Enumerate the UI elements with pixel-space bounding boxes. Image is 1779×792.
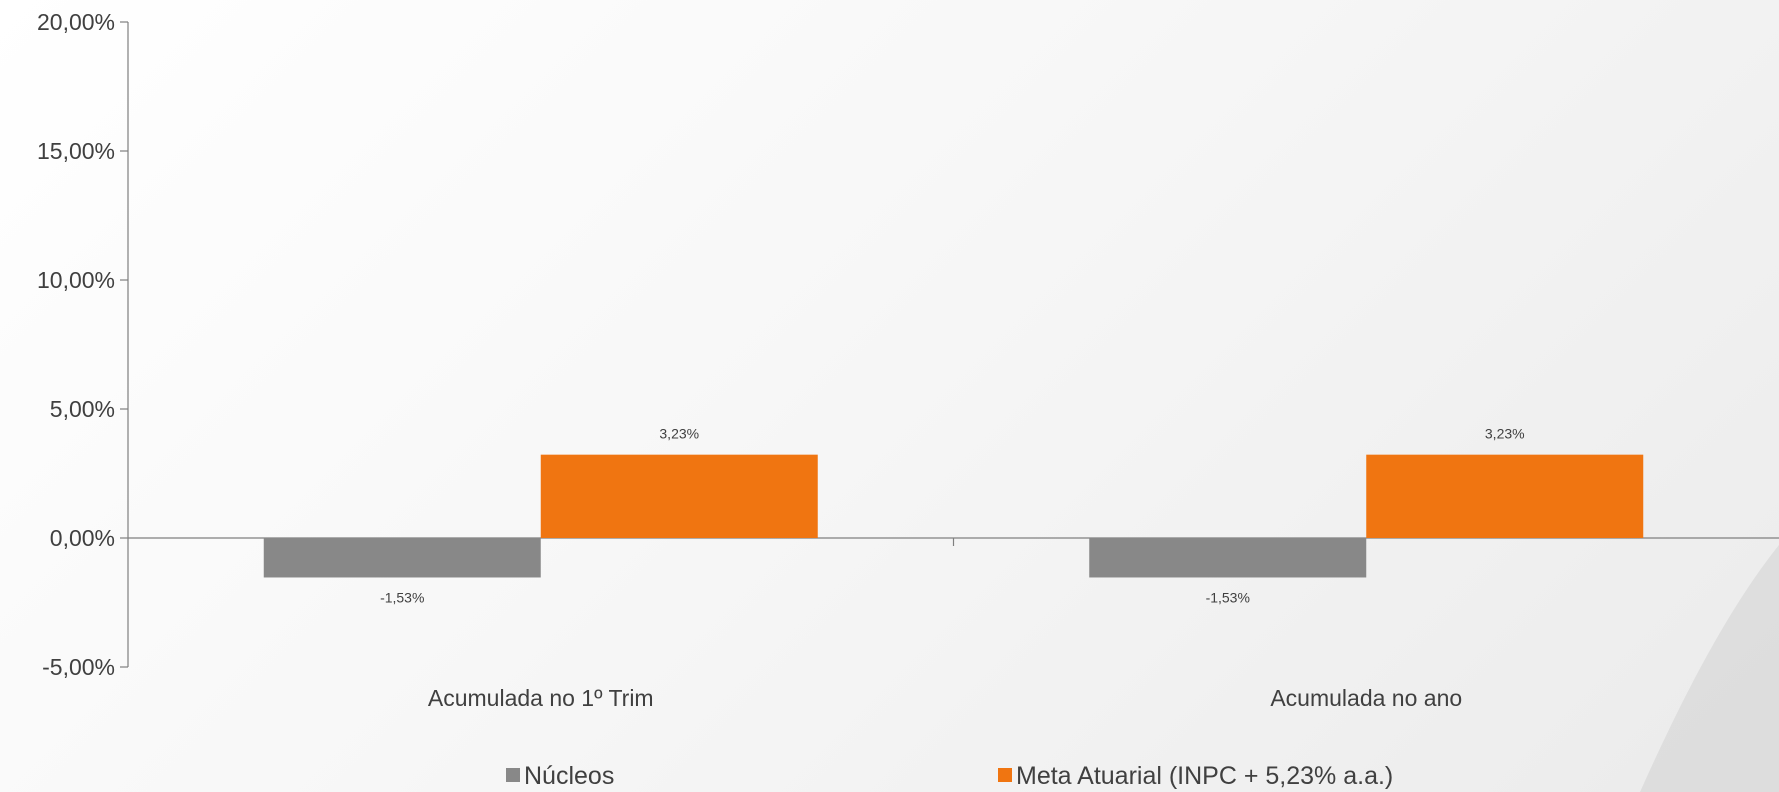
y-tick-label: 20,00% xyxy=(37,9,115,35)
labels: -1,53% 3,23% Acumulada no 1º Trim -1,53% 3,2… xyxy=(380,426,1525,711)
y-tick-label: 5,00% xyxy=(50,396,115,422)
legend-swatch xyxy=(506,768,520,782)
y-tick-label: -5,00% xyxy=(42,654,115,680)
legend-swatch xyxy=(998,768,1012,782)
data-label: -1,53% xyxy=(1206,589,1250,605)
axes: 20,00% 15,00% 10,00% 5,00% 0,00% -5,00% xyxy=(37,9,1779,680)
legend-label: Núcleos xyxy=(524,762,614,790)
legend-label: Meta Atuarial (INPC + 5,23% a.a.) xyxy=(1016,762,1393,790)
data-label: 3,23% xyxy=(1485,426,1525,442)
legend: Núcleos Meta Atuarial (INPC + 5,23% a.a.) xyxy=(506,762,1393,790)
bar-nucleos xyxy=(1089,538,1367,578)
y-tick-label: 15,00% xyxy=(37,138,115,164)
bars xyxy=(263,454,1644,578)
bar-meta-atuarial xyxy=(540,454,818,538)
x-category-label: Acumulada no ano xyxy=(1270,685,1462,711)
data-label: 3,23% xyxy=(659,426,699,442)
x-category-label: Acumulada no 1º Trim xyxy=(428,685,654,711)
bar-nucleos xyxy=(263,538,541,578)
bar-meta-atuarial xyxy=(1366,454,1644,538)
y-tick-label: 0,00% xyxy=(50,525,115,551)
data-label: -1,53% xyxy=(380,589,424,605)
y-tick-label: 10,00% xyxy=(37,267,115,293)
background-shape xyxy=(1640,545,1779,792)
